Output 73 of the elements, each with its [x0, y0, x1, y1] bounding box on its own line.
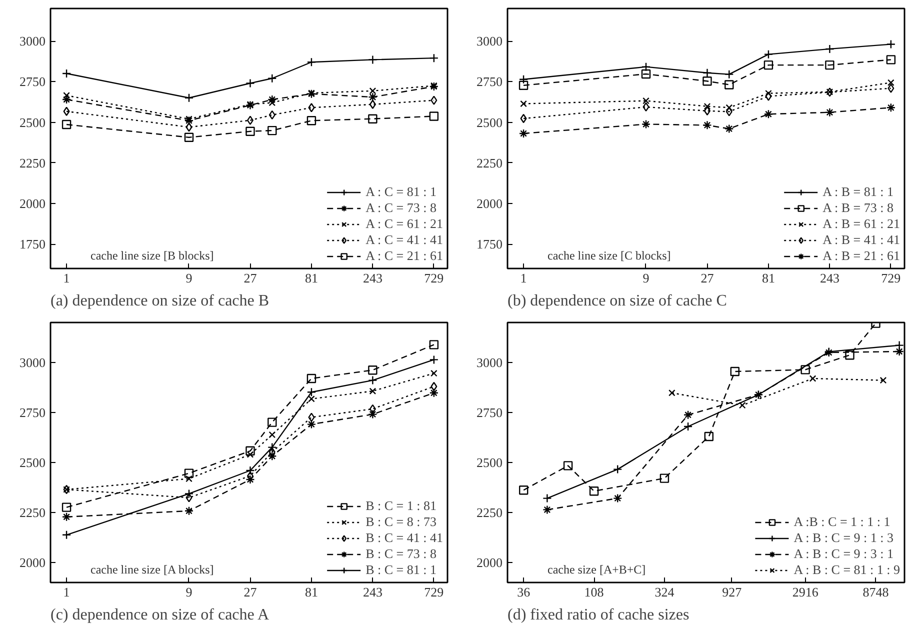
legend-label: B : C = 81 : 1	[366, 562, 436, 578]
x-tick-label: 927	[722, 584, 742, 600]
annotation: cache line size [C blocks]	[548, 248, 671, 262]
y-tick-label: 1750	[20, 236, 46, 252]
x-tick-label: 243	[362, 584, 382, 600]
y-tick-label: 2500	[20, 114, 46, 130]
x-tick-label: 27	[700, 270, 714, 286]
text: (c) dependence on size of cache A	[50, 606, 270, 624]
legend-label: A : B = 81 : 1	[822, 184, 894, 200]
y-tick-label: 2750	[476, 74, 502, 90]
legend-label: A :B : C = 1 : 1 : 1	[794, 514, 890, 530]
x-tick-label: 729	[424, 584, 444, 600]
y-tick-label: 2250	[20, 505, 46, 520]
text: (a) dependence on size of cache B	[50, 292, 270, 310]
y-tick-label: 2000	[476, 555, 502, 570]
y-tick-label: 2750	[20, 405, 46, 420]
y-tick-label: 2250	[20, 155, 46, 170]
x-tick-label: 36	[517, 584, 531, 600]
y-tick-label: 2250	[476, 155, 502, 170]
text: (b) dependence on size of cache C	[508, 292, 727, 310]
legend-label: A : B : C = 9 : 1 : 3	[794, 530, 894, 546]
x-tick-label: 1	[63, 584, 70, 600]
legend-label: A : C = 61 : 21	[366, 216, 443, 232]
x-tick-label: 81	[304, 270, 318, 286]
y-tick-label: 1750	[476, 236, 502, 252]
y-tick-label: 2000	[20, 196, 46, 211]
legend-label: A : C = 73 : 8	[366, 200, 436, 216]
text: (d) fixed ratio of cache sizes	[508, 606, 690, 624]
x-tick-label: 9	[186, 584, 192, 600]
x-tick-label: 243	[362, 270, 382, 286]
x-tick-label: 1	[520, 270, 527, 286]
x-tick-label: 2916	[792, 584, 819, 600]
y-tick-label: 2750	[20, 74, 46, 90]
y-tick-label: 2500	[476, 455, 502, 470]
y-tick-label: 2750	[476, 405, 502, 420]
y-tick-label: 3000	[476, 34, 502, 48]
y-tick-label: 3000	[20, 355, 46, 370]
x-tick-label: 9	[186, 270, 192, 286]
legend-label: B : C = 73 : 8	[366, 546, 436, 562]
y-tick-label: 2000	[20, 555, 46, 570]
legend-label: A : B = 73 : 8	[822, 200, 894, 216]
legend-label: A : C = 41 : 41	[366, 232, 443, 248]
x-tick-label: 27	[244, 584, 258, 600]
x-tick-label: 81	[762, 270, 775, 286]
x-tick-label: 1	[63, 270, 70, 286]
annotation: cache line size [A blocks]	[90, 562, 214, 576]
x-tick-label: 81	[304, 584, 318, 600]
x-tick-label: 8748	[862, 584, 889, 600]
legend-label: A : C = 81 : 1	[366, 184, 436, 200]
x-tick-label: 729	[881, 270, 901, 286]
legend-label: A : B : C = 81 : 1 : 9	[794, 562, 900, 578]
x-tick-label: 108	[584, 584, 604, 600]
x-tick-label: 27	[244, 270, 258, 286]
legend-label: A : B : C = 9 : 3 : 1	[794, 546, 894, 562]
legend-label: B : C = 8 : 73	[366, 514, 436, 530]
y-tick-label: 3000	[20, 34, 46, 48]
legend-label: B : C = 1 : 81	[366, 498, 436, 514]
legend-label: A : B = 21 : 61	[822, 248, 900, 264]
x-tick-label: 9	[642, 270, 650, 286]
y-tick-label: 2000	[476, 196, 502, 211]
y-tick-label: 3000	[476, 355, 502, 370]
x-tick-label: 729	[424, 270, 444, 286]
legend-label: A : B = 41 : 41	[822, 232, 900, 248]
y-tick-label: 2250	[476, 505, 502, 520]
legend-label: B : C = 41 : 41	[366, 530, 443, 546]
legend-label: A : C = 21 : 61	[366, 248, 443, 264]
x-tick-label: 324	[654, 584, 675, 600]
x-tick-label: 243	[820, 270, 840, 286]
y-tick-label: 2500	[476, 114, 502, 130]
annotation: cache line size [B blocks]	[90, 248, 214, 262]
y-tick-label: 2500	[20, 455, 46, 470]
legend-label: A : B = 61 : 21	[822, 216, 900, 232]
annotation: cache size [A+B+C]	[548, 562, 646, 576]
